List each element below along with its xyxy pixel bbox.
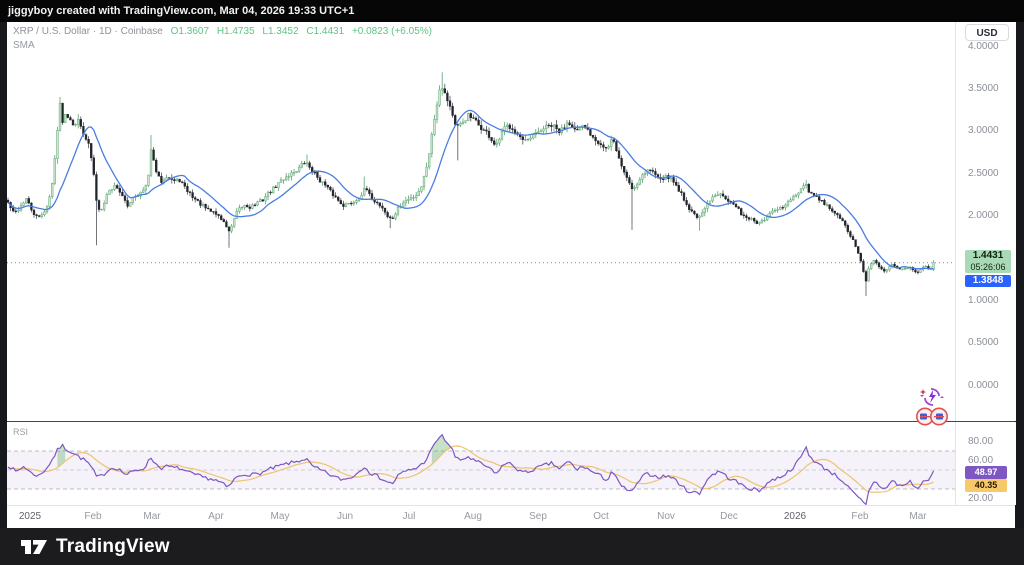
time-tick-label: Apr: [208, 511, 224, 522]
rsi-tick-label: 80.00: [968, 436, 994, 447]
rsi-legend[interactable]: RSI: [13, 427, 29, 437]
rsi-tick-label: 60.00: [968, 455, 994, 466]
tradingview-logo-icon: [21, 539, 47, 554]
pane-separator[interactable]: [7, 421, 1015, 422]
time-axis[interactable]: 2025 Feb Mar Apr May Jun Jul Aug Sep Oct Nov Dec 202…: [7, 506, 1015, 528]
legend-change: +0.0823 (+6.05%): [351, 26, 432, 37]
sma-value-label: 1.3848: [965, 274, 1011, 287]
price-tick-label: 0.5000: [968, 337, 999, 349]
rsi-value-badge: 48.97: [965, 466, 1007, 479]
time-tick-label: 2026: [783, 511, 807, 522]
chart-card: XRP / U.S. Dollar · 1D · Coinbase O1.360…: [7, 22, 1016, 528]
last-price-value: 1.4431: [972, 249, 1004, 261]
time-tick-label: May: [270, 511, 290, 522]
legend-close: C1.4431: [306, 26, 345, 37]
legend-low: L1.3452: [262, 26, 299, 37]
sma-value: 1.3848: [972, 274, 1004, 286]
watermark-icons: [906, 387, 958, 427]
rsi-tick-label: 20.00: [968, 493, 994, 504]
legend-open: O1.3607: [170, 26, 210, 37]
lightning-refresh-icon: [920, 388, 944, 406]
tradingview-logo[interactable]: TradingView: [20, 536, 170, 558]
time-tick-label: 2025: [18, 511, 42, 522]
price-axis[interactable]: USD 1.4431 05:26:06 1.3848 4.0000 3.5000 3…: [955, 22, 1016, 421]
price-tick-label: 2.5000: [968, 167, 999, 179]
legend-row-1: XRP / U.S. Dollar · 1D · Coinbase O1.360…: [13, 26, 432, 38]
time-tick-label: Mar: [143, 511, 161, 522]
currency-unit-button[interactable]: USD: [965, 24, 1009, 41]
price-tick-label: 4.0000: [968, 40, 999, 52]
tradingview-logo-text: TradingView: [56, 535, 170, 557]
rsi-chart-canvas[interactable]: [7, 422, 955, 505]
time-tick-label: Nov: [657, 511, 675, 522]
bar-countdown: 05:26:06: [970, 261, 1006, 272]
price-tick-label: 2.0000: [968, 210, 999, 221]
coins-icon: [916, 407, 948, 426]
time-tick-label: Jun: [336, 511, 354, 522]
price-pane: XRP / U.S. Dollar · 1D · Coinbase O1.360…: [7, 22, 1016, 426]
attribution-bar: jiggyboy created with TradingView.com, M…: [0, 0, 1024, 22]
main-chart-canvas[interactable]: [7, 22, 955, 421]
rsi-axis[interactable]: 48.97 40.35 80.00 60.00 20.00: [955, 422, 1016, 505]
time-tick-label: Oct: [593, 511, 609, 522]
time-tick-label: Jul: [402, 511, 416, 522]
legend-high: H1.4735: [216, 26, 255, 37]
rsi-pane: RSI 48.97 40.35 80.00 60.00 20.00: [7, 422, 1016, 505]
last-price-label: 1.4431 05:26:06: [965, 249, 1011, 273]
time-tick-label: Feb: [851, 511, 869, 522]
rsi-ma-value-badge: 40.35: [965, 479, 1007, 492]
bottom-bar: TradingView: [0, 528, 1024, 565]
time-tick-label: Dec: [720, 511, 738, 522]
time-tick-label: Mar: [909, 511, 927, 522]
symbol-legend: XRP / U.S. Dollar · 1D · Coinbase O1.360…: [13, 26, 432, 52]
time-tick-label: Sep: [529, 511, 547, 522]
sma-legend[interactable]: SMA: [13, 40, 35, 51]
price-tick-label: 3.5000: [968, 82, 999, 94]
symbol-title[interactable]: XRP / U.S. Dollar · 1D · Coinbase: [13, 26, 163, 37]
price-tick-label: 1.0000: [968, 294, 999, 306]
time-axis-separator: [7, 505, 1015, 506]
attribution-text: jiggyboy created with TradingView.com, M…: [8, 5, 355, 17]
price-tick-label: 0.0000: [968, 379, 999, 391]
time-tick-label: Feb: [84, 511, 102, 522]
time-tick-label: Aug: [464, 511, 482, 522]
price-tick-label: 3.0000: [968, 125, 999, 137]
